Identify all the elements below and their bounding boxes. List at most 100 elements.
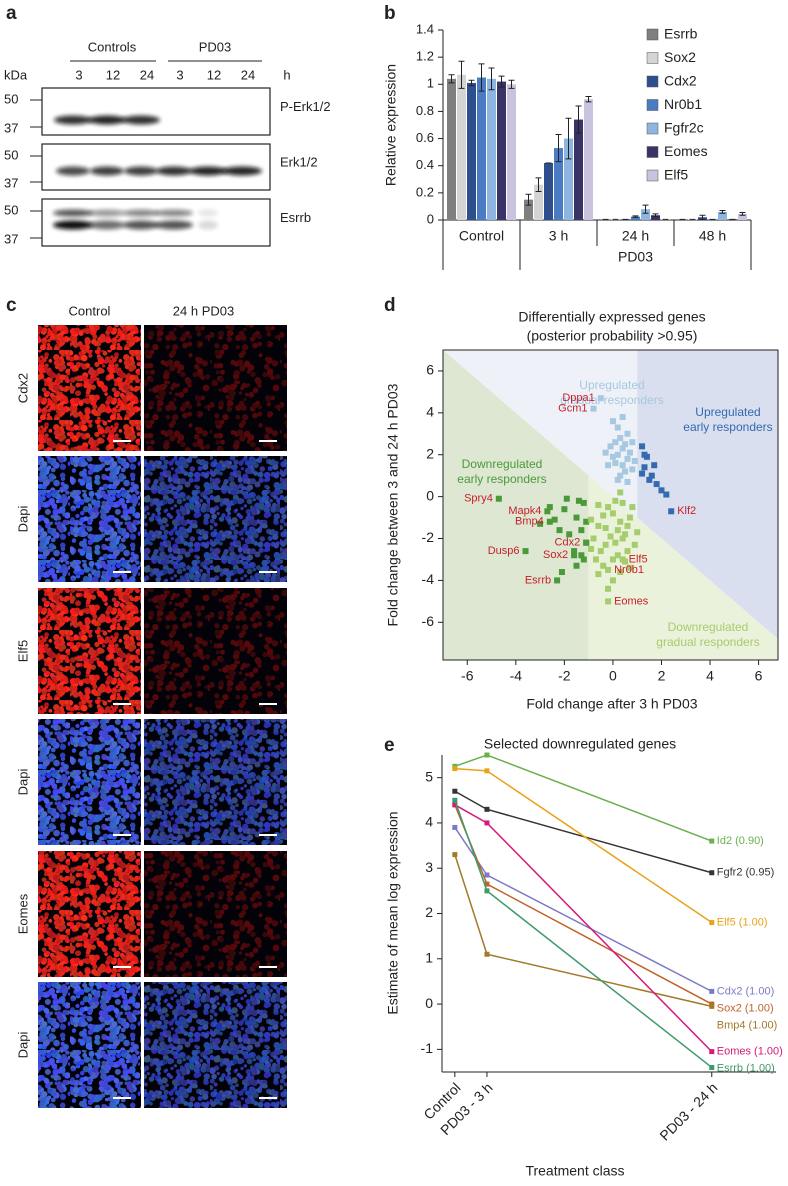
gene-point: [495, 495, 502, 502]
gene-label: Klf2: [677, 505, 696, 517]
legend-label: Cdx2: [664, 73, 697, 89]
micrograph: [144, 719, 287, 845]
region: [443, 350, 589, 660]
y-axis-label: Fold change between 3 and 24 h PD03: [385, 383, 401, 626]
bar: [457, 74, 466, 221]
point: [709, 920, 715, 926]
point: [614, 527, 621, 534]
bar: [524, 199, 533, 220]
point: [595, 522, 602, 529]
error-bar: [458, 60, 465, 89]
point: [602, 449, 609, 456]
marker-label: 50: [4, 202, 18, 217]
gene-label: Elf5: [629, 553, 648, 565]
region-label: gradual responders: [656, 635, 759, 649]
point: [622, 468, 629, 475]
group-label: PD03: [199, 39, 232, 54]
point: [558, 569, 565, 576]
point: [600, 512, 607, 519]
blot-band: [122, 115, 160, 125]
blot-band: [89, 209, 125, 217]
series-label: Fgfr2 (0.95): [717, 867, 774, 879]
gene-label: Spry4: [464, 493, 493, 505]
row-label: Elf5: [15, 640, 30, 662]
gene-label: Eomes: [614, 595, 649, 607]
y-tick-label: 1: [427, 76, 434, 91]
point: [484, 752, 490, 758]
micrograph: [144, 325, 287, 451]
series-label: Eomes (1.00): [717, 1046, 783, 1058]
x-tick-label: -2: [558, 668, 571, 684]
point: [452, 802, 458, 808]
point: [619, 445, 626, 452]
point: [629, 466, 636, 473]
point: [537, 520, 544, 527]
bar: [631, 216, 640, 220]
gene-point: [522, 548, 529, 555]
bar: [497, 81, 506, 220]
gene-point: [605, 598, 612, 605]
chart-title: Differentially expressed genes: [518, 309, 705, 325]
x-axis-label: Treatment class: [525, 1163, 624, 1179]
point: [634, 529, 641, 536]
gene-label: Sox2: [543, 549, 568, 561]
blot-band: [53, 209, 93, 217]
error-bar: [468, 79, 475, 87]
bar: [447, 78, 456, 220]
point: [583, 518, 590, 525]
gene-point: [668, 508, 675, 515]
point: [484, 768, 490, 774]
y-tick-label: 0.8: [416, 103, 434, 118]
bar: [477, 77, 486, 220]
point: [602, 525, 609, 532]
region-label: gradual responders: [560, 393, 663, 407]
x-tick-label: 6: [755, 668, 763, 684]
error-bar: [508, 79, 515, 89]
gene-label: Bmp4: [515, 516, 544, 528]
point: [452, 852, 458, 858]
error-bar: [555, 134, 562, 163]
marker-label: 37: [4, 231, 18, 246]
legend-swatch: [646, 99, 659, 111]
x-tick-label: Control: [459, 228, 504, 244]
series-label: Elf5 (1.00): [717, 916, 768, 928]
error-bar: [632, 215, 639, 218]
point: [580, 499, 587, 506]
bar: [718, 211, 727, 220]
blot-band: [123, 209, 159, 217]
lane-label: 24: [140, 67, 154, 82]
point: [631, 458, 638, 465]
point: [612, 539, 619, 546]
y-tick-label: 1.4: [416, 21, 434, 36]
chart-title: Selected downregulated genes: [484, 736, 676, 752]
x-tick-label: 48 h: [699, 228, 726, 244]
series-label: Sox2 (1.00): [717, 1002, 774, 1014]
y-tick-label: 2: [425, 904, 433, 920]
legend-swatch: [646, 52, 659, 64]
point: [609, 510, 616, 517]
region-label: Downregulated: [462, 457, 543, 471]
point: [612, 497, 619, 504]
gene-point: [544, 508, 551, 515]
x-tick-label: 0: [609, 668, 617, 684]
region-label: early responders: [683, 420, 772, 434]
point: [639, 443, 646, 450]
gene-label: Dusp6: [488, 545, 520, 557]
point: [571, 548, 578, 555]
legend-label: Esrrb: [664, 26, 698, 42]
point: [452, 797, 458, 803]
series-line: [454, 754, 713, 842]
y-tick-label: 3: [425, 859, 433, 875]
y-tick-label: -6: [422, 613, 435, 629]
point: [607, 443, 614, 450]
bar: [738, 213, 747, 220]
bar: [544, 163, 553, 220]
legend-label: Fgfr2c: [664, 120, 704, 136]
error-bar: [575, 105, 582, 134]
y-tick-label: 2: [426, 445, 434, 461]
y-tick-label: 0: [426, 487, 434, 503]
legend-swatch: [646, 146, 659, 158]
point: [561, 506, 568, 513]
point: [551, 516, 558, 523]
